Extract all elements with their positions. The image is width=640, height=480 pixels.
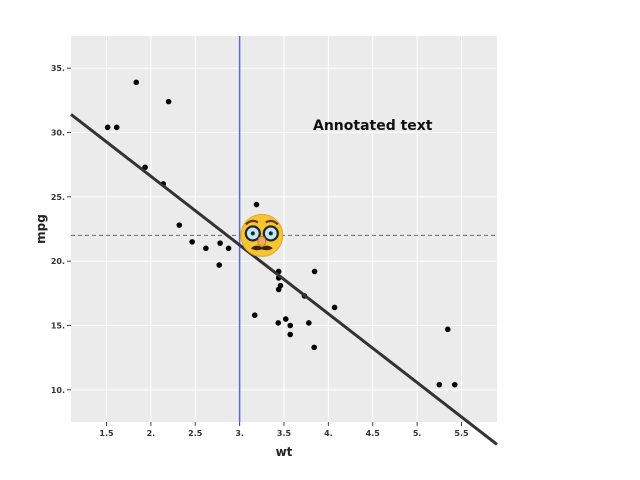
data-point <box>133 79 140 86</box>
y-tick-label: 35. <box>51 64 65 73</box>
emoji-brow-right <box>265 219 279 226</box>
data-point <box>306 320 312 326</box>
x-axis-title: wt <box>276 445 293 459</box>
x-tick-label: 2. <box>147 429 156 438</box>
x-tick-label: 3.5 <box>277 429 292 438</box>
data-point <box>104 124 111 131</box>
x-axis-ticks: 1.5 2. 2.5 3. 3.5 4. 4.5 5. 5.5 <box>99 422 469 438</box>
disguised-face-emoji-icon <box>240 213 284 257</box>
emoji-eye-left <box>250 231 255 236</box>
x-tick-label: 5. <box>413 429 422 438</box>
x-tick-label: 4. <box>324 429 333 438</box>
data-point <box>451 381 458 388</box>
y-tick-label: 15. <box>51 322 65 331</box>
data-point <box>165 98 172 105</box>
emoji-mustache <box>250 245 273 251</box>
data-point <box>189 239 195 245</box>
y-tick-label: 10. <box>51 386 65 395</box>
data-point <box>444 326 451 333</box>
data-point <box>216 262 223 268</box>
y-tick-label: 20. <box>51 257 65 266</box>
emoji-face <box>240 213 284 257</box>
data-point <box>142 164 148 171</box>
x-tick-label: 1.5 <box>99 429 114 438</box>
data-points <box>104 79 458 388</box>
emoji-nose <box>257 235 267 247</box>
y-tick-label: 30. <box>51 129 65 138</box>
data-point <box>217 240 223 246</box>
x-tick-label: 2.5 <box>188 429 203 438</box>
data-point <box>287 331 294 338</box>
emoji-eye-right <box>268 231 273 236</box>
data-point <box>113 124 120 131</box>
data-point <box>311 344 317 351</box>
data-point <box>275 286 282 293</box>
y-axis-ticks: 10. 15. 20. 25. 30. 35. <box>51 64 71 395</box>
x-tick-label: 4.5 <box>366 429 381 438</box>
annotation-text: Annotated text <box>313 118 433 134</box>
data-point <box>203 245 209 252</box>
data-point <box>331 304 338 311</box>
regression-line <box>70 113 498 446</box>
emoji-brow-left <box>245 219 259 226</box>
x-tick-label: 3. <box>235 429 244 438</box>
y-tick-label: 25. <box>51 193 65 202</box>
data-point <box>176 222 183 228</box>
data-point <box>436 381 443 388</box>
x-tick-label: 5.5 <box>454 429 469 438</box>
data-point <box>251 312 258 319</box>
y-axis-title: mpg <box>34 214 48 244</box>
data-point <box>311 268 318 275</box>
data-point <box>282 316 289 322</box>
data-point <box>275 320 282 326</box>
data-point <box>287 322 294 329</box>
data-point <box>225 245 232 252</box>
data-point <box>253 201 260 208</box>
